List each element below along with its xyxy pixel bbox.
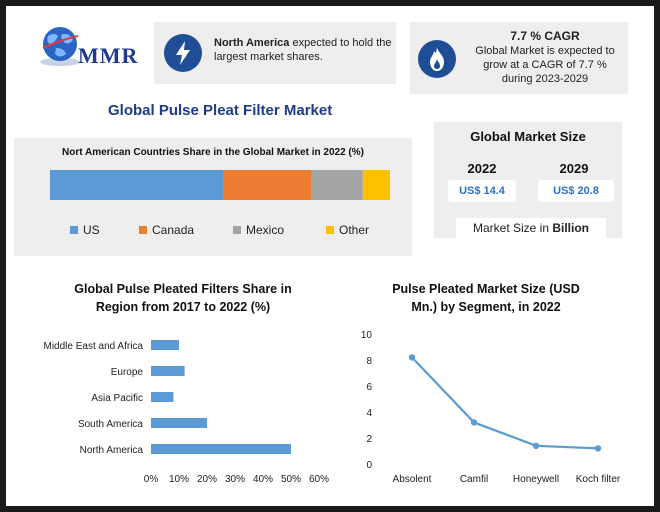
x-tick-label: 20% (197, 474, 217, 484)
cagr-line2: grow at a CAGR of 7.7 % (483, 59, 607, 71)
category-label: North America (80, 445, 144, 456)
value-2022: US$ 14.4 (448, 180, 516, 202)
page-title: Global Pulse Pleat Filter Market (108, 102, 333, 119)
region-title-line2: Region from 2017 to 2022 (%) (95, 300, 271, 314)
category-label: South America (78, 419, 143, 430)
legend-swatch-mexico (233, 226, 241, 234)
legend-label-other: Other (339, 223, 370, 237)
legend-swatch-other (326, 226, 334, 234)
region-bar (151, 444, 291, 454)
category-label: Middle East and Africa (44, 341, 144, 352)
y-tick-label: 6 (366, 382, 372, 393)
infographic-frame: MMR North America expected to hold the l… (6, 6, 654, 506)
cagr-card: 7.7 % CAGR Global Market is expected to … (410, 22, 628, 94)
stacked-segment-other (362, 170, 390, 200)
flame-icon (430, 47, 444, 71)
lightning-icon (176, 41, 190, 65)
legend-label-canada: Canada (152, 223, 195, 237)
x-tick-label: 0% (144, 474, 159, 484)
cagr-text: 7.7 % CAGR Global Market is expected to … (466, 28, 624, 86)
legend-label-us: US (83, 223, 100, 237)
segment-title-line2: Mn.) by Segment, in 2022 (411, 300, 561, 314)
stacked-segment-us (50, 170, 224, 200)
region-share-title: Global Pulse Pleated Filters Share in Re… (58, 280, 308, 316)
stacked-segment-canada (223, 170, 312, 200)
category-label: Asia Pacific (91, 393, 143, 404)
legend-canada: Canada (139, 223, 194, 237)
country-share-card: Nort American Countries Share in the Glo… (14, 138, 412, 256)
cagr-title: 7.7 % CAGR (510, 29, 580, 43)
mmr-logo: MMR (38, 22, 148, 72)
market-size-title: Global Market Size (470, 129, 586, 144)
category-label: Europe (111, 367, 144, 378)
segment-line-chart: 0 2 4 6 8 10 Absolent Camfil Honeywell Koch filte… (361, 330, 621, 485)
segment-size-title: Pulse Pleated Market Size (USD Mn.) by S… (366, 280, 606, 316)
y-tick-label: 0 (366, 460, 372, 471)
region-bar-chart: Middle East and Africa Europe Asia Pacific… (44, 340, 329, 484)
north-america-card: North America expected to hold the large… (154, 22, 396, 84)
stacked-segment-mexico (311, 170, 363, 200)
value-2029: US$ 20.8 (538, 180, 614, 202)
year-2029: 2029 (559, 161, 589, 176)
globe-icon (40, 27, 80, 66)
region-bar (151, 366, 185, 376)
x-tick-label: 50% (281, 474, 301, 484)
note-bold: Billion (552, 221, 590, 235)
logo-text: MMR (78, 43, 139, 68)
region-bar (151, 418, 207, 428)
region-bar (151, 340, 179, 350)
region-bar (151, 392, 174, 402)
y-tick-label: 4 (366, 408, 372, 419)
segment-line (411, 356, 599, 450)
y-tick-label: 10 (361, 330, 373, 341)
x-tick-label: 40% (253, 474, 273, 484)
legend-other: Other (326, 223, 369, 237)
x-category-label: Honeywell (513, 474, 559, 485)
legend-us: US (70, 223, 100, 237)
north-america-text: North America expected to hold the large… (214, 36, 396, 64)
country-share-title: Nort American Countries Share in the Glo… (62, 147, 364, 158)
segment-point (532, 442, 540, 449)
stacked-bar-chart (50, 170, 390, 200)
market-size-note: Market Size in Billion (456, 218, 606, 238)
north-america-rest: expected to hold the (289, 37, 392, 49)
legend-swatch-us (70, 226, 78, 234)
north-america-line2: largest market shares. (214, 51, 323, 63)
x-category-label: Koch filter (576, 474, 621, 485)
legend-swatch-canada (139, 226, 147, 234)
segment-point (470, 419, 478, 426)
cagr-line1: Global Market is expected to (475, 45, 615, 57)
legend-label-mexico: Mexico (246, 223, 285, 237)
segment-point (408, 354, 416, 361)
segment-title-line1: Pulse Pleated Market Size (USD (392, 282, 580, 296)
region-title-line1: Global Pulse Pleated Filters Share in (74, 282, 292, 296)
legend-mexico: Mexico (233, 223, 284, 237)
flame-icon-circle (418, 40, 456, 78)
y-tick-label: 2 (366, 434, 372, 445)
note-prefix: Market Size in (472, 221, 553, 235)
x-tick-label: 10% (169, 474, 189, 484)
year-2022: 2022 (467, 161, 497, 176)
x-category-label: Camfil (460, 474, 488, 485)
y-tick-label: 8 (366, 356, 372, 367)
market-size-card: Global Market Size 2022 2029 US$ 14.4 US… (434, 122, 622, 238)
lightning-icon-circle (164, 34, 202, 72)
x-category-label: Absolent (393, 474, 432, 485)
x-tick-label: 60% (309, 474, 329, 484)
north-america-bold: North America (214, 37, 290, 49)
x-tick-label: 30% (225, 474, 245, 484)
segment-point (594, 445, 602, 452)
cagr-line3: during 2023-2029 (501, 73, 589, 85)
